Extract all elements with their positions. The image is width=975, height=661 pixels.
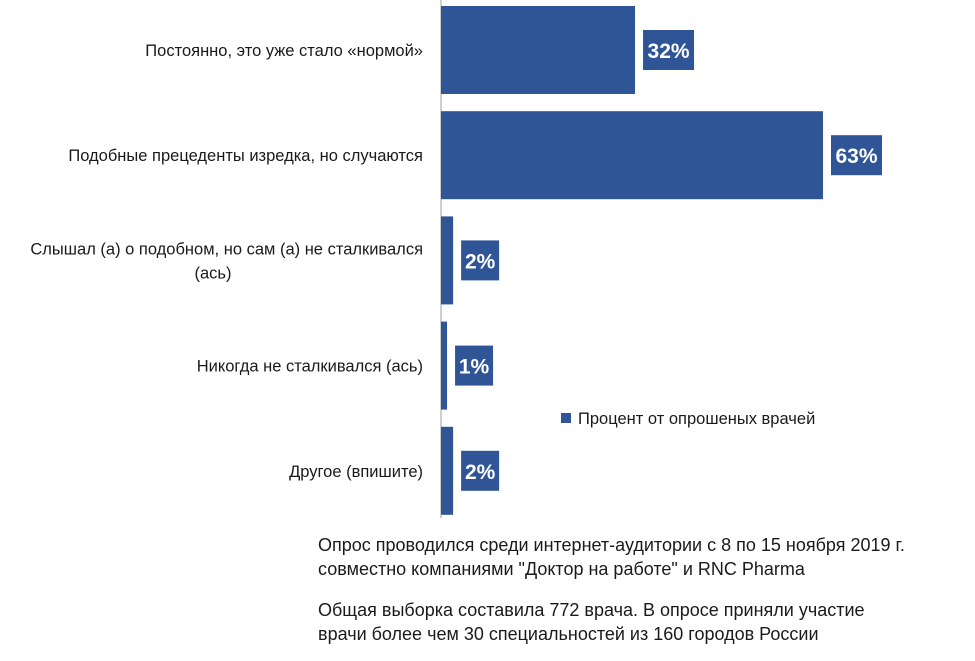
legend-swatch	[561, 413, 571, 423]
category-label-5: Другое (впишите)	[289, 463, 423, 481]
category-label-2: Подобные прецеденты изредка, но случаютс…	[68, 147, 423, 165]
data-label-box-1	[643, 30, 695, 70]
survey-note-2-line-2: врачи более чем 30 специальностей из 160…	[318, 624, 819, 644]
bar-2	[441, 111, 823, 200]
data-label-box-5	[461, 450, 500, 491]
data-label-2: 63%	[835, 145, 877, 168]
category-label-4: Никогда не сталкивался (ась)	[197, 358, 423, 376]
category-label-3-line-2: (ась)	[194, 264, 231, 282]
bar-5	[441, 426, 454, 515]
data-label-box-4	[455, 345, 494, 386]
category-label-1: Постоянно, это уже стало «нормой»	[145, 42, 423, 60]
data-label-1: 32%	[648, 40, 690, 63]
data-label-box-2	[831, 135, 882, 176]
bar-3	[441, 216, 454, 305]
bar-4	[441, 321, 448, 410]
survey-note-1-line-2: совместно компаниями "Доктор на работе" …	[318, 559, 805, 579]
data-label-box-3	[461, 240, 500, 281]
data-label-4: 1%	[459, 356, 490, 379]
category-label-3-line-1: Слышал (а) о подобном, но сам (а) не ста…	[30, 240, 423, 258]
survey-note-2-line-1: Общая выборка составила 772 врача. В опр…	[318, 600, 865, 620]
data-label-3: 2%	[465, 250, 496, 273]
legend-label: Процент от опрошеных врачей	[578, 410, 815, 428]
bar-1	[441, 6, 636, 94]
data-label-5: 2%	[465, 461, 496, 484]
survey-note-2: Общая выборка составила 772 врача. В опр…	[318, 598, 968, 646]
survey-note-1-line-1: Опрос проводился среди интернет-аудитори…	[318, 535, 905, 555]
survey-note-1: Опрос проводился среди интернет-аудитори…	[318, 533, 968, 581]
